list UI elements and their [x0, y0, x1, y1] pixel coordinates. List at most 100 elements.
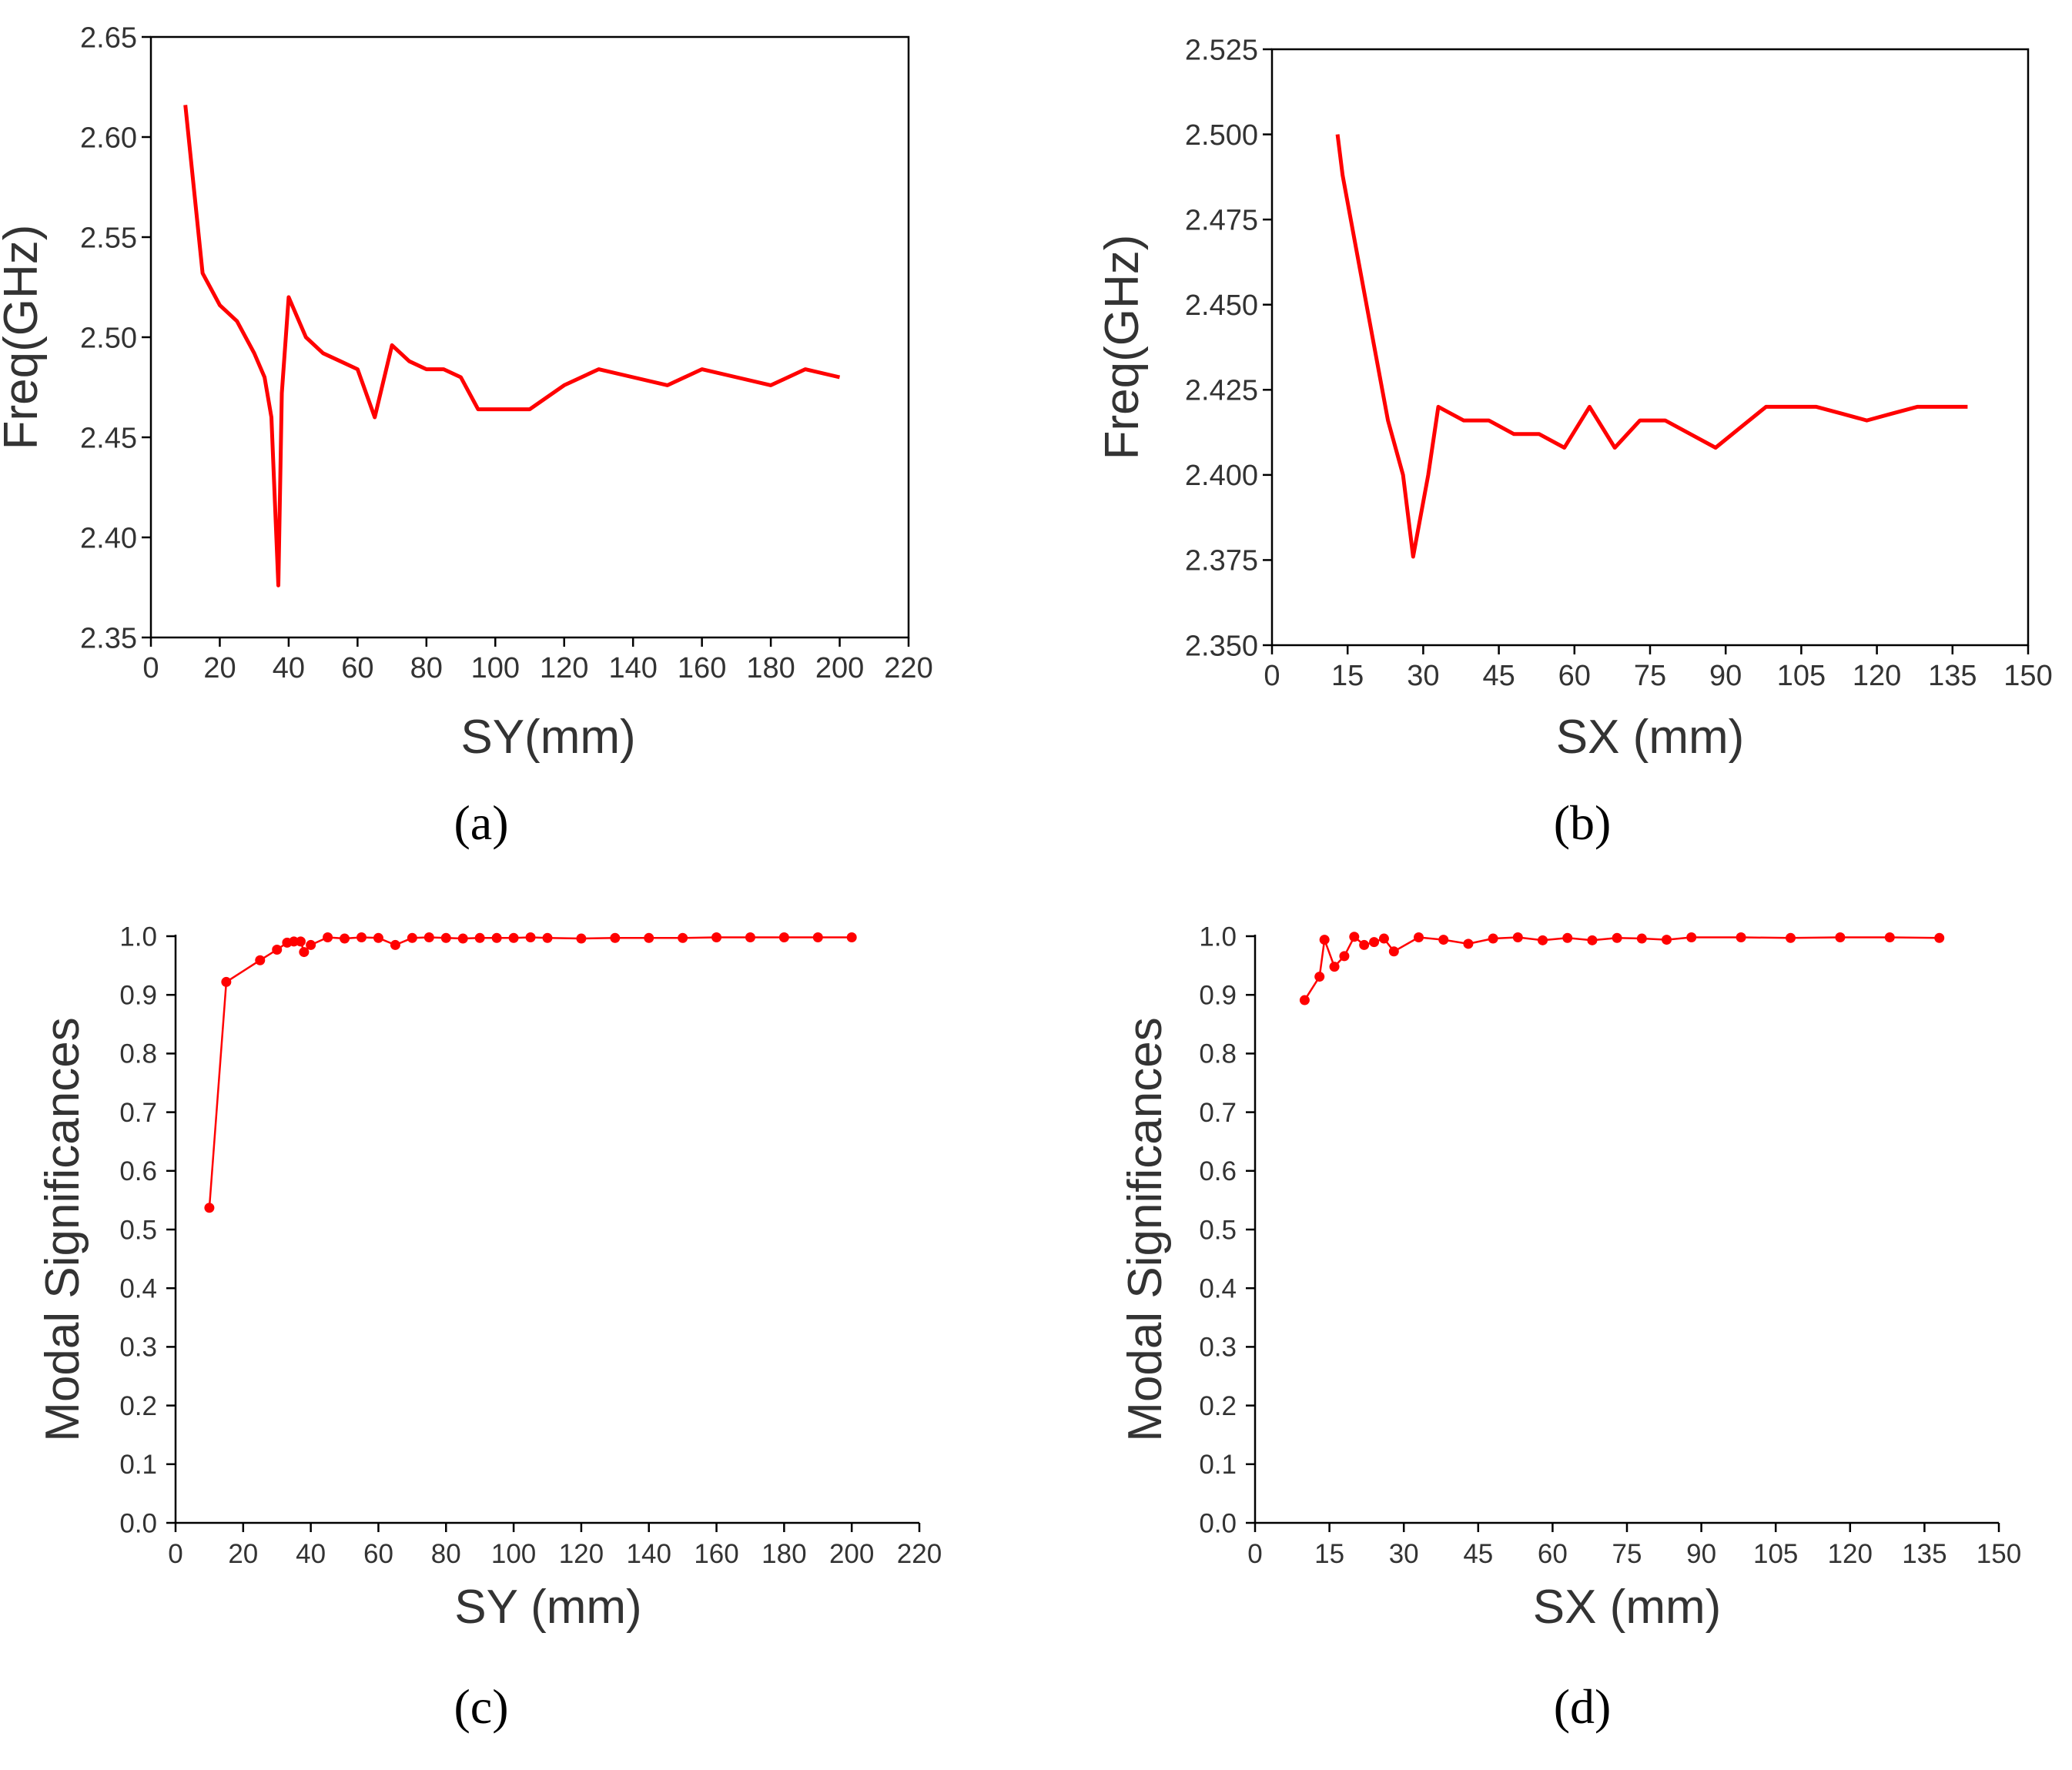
- y-tick-label: 2.425: [1185, 375, 1258, 407]
- y-tick-label: 0.1: [1199, 1450, 1237, 1480]
- y-tick-label: 0.4: [1199, 1273, 1237, 1303]
- data-point: [204, 1203, 215, 1213]
- panel-d: 0 15 30 45 60 75 90 105 120 135 150 0.0 0.1 0.2 0.3 0.4…: [1119, 922, 2021, 1734]
- y-axis-label: Freq(GHz): [1096, 235, 1149, 460]
- data-point: [491, 932, 502, 943]
- data-point: [576, 933, 587, 944]
- data-point: [644, 932, 654, 943]
- data-point: [711, 932, 722, 943]
- x-tick-label: 150: [1977, 1539, 2021, 1569]
- data-point: [1339, 951, 1350, 962]
- data-point: [1349, 932, 1360, 942]
- panel-c: 0 20 40 60 80 100 120 140 160 180 200 220 0.0 0.1 0.2 0…: [36, 922, 942, 1734]
- x-tick-label: 220: [884, 652, 932, 684]
- x-tick-label: 40: [296, 1539, 326, 1569]
- data-point: [1934, 932, 1945, 943]
- y-tick-label: 0.7: [119, 1098, 157, 1128]
- data-point: [1329, 962, 1340, 972]
- data-point: [1636, 933, 1647, 944]
- x-tick-label: 90: [1709, 660, 1742, 692]
- panel-a: 0 20 40 60 80 100 120 140 160 180 200 220 2.35 2.40 2.…: [0, 22, 933, 850]
- x-tick-label: 220: [897, 1539, 942, 1569]
- y-tick-label: 0.2: [1199, 1391, 1237, 1421]
- y-tick-label: 2.45: [80, 422, 137, 454]
- x-tick-label: 120: [1853, 660, 1901, 692]
- data-point: [390, 939, 400, 950]
- y-tick-label: 2.450: [1185, 289, 1258, 322]
- x-tick-label: 75: [1634, 660, 1666, 692]
- data-point: [745, 932, 755, 943]
- data-point: [1686, 932, 1697, 943]
- x-tick-label: 135: [1902, 1539, 1946, 1569]
- x-tick-label: 105: [1753, 1539, 1798, 1569]
- data-point: [846, 932, 857, 943]
- x-axis-label: SX (mm): [1533, 1581, 1722, 1634]
- x-tick-label: 105: [1777, 660, 1826, 692]
- x-tick-label: 200: [829, 1539, 874, 1569]
- x-tick-label: 160: [678, 652, 726, 684]
- x-tick-label: 0: [1264, 660, 1280, 692]
- x-tick-label: 0: [1247, 1539, 1262, 1569]
- data-point: [1378, 933, 1389, 944]
- y-tick-label: 1.0: [1199, 922, 1237, 952]
- x-tick-label: 120: [1828, 1539, 1873, 1569]
- data-point: [1662, 935, 1672, 945]
- data-point: [812, 932, 823, 943]
- x-tick-label: 90: [1686, 1539, 1716, 1569]
- panel-caption: (d): [1554, 1679, 1612, 1734]
- panel-caption: (b): [1554, 795, 1612, 850]
- data-point: [778, 932, 789, 943]
- x-tick-label: 30: [1407, 660, 1439, 692]
- data-point: [457, 933, 468, 944]
- y-tick-label: 2.400: [1185, 460, 1258, 492]
- data-point: [1438, 935, 1449, 945]
- y-tick-label: 0.8: [1199, 1039, 1237, 1069]
- y-tick-label: 0.8: [119, 1039, 157, 1069]
- y-axis-label: Modal Significances: [1119, 1017, 1172, 1441]
- plot-frame: [149, 35, 910, 639]
- x-tick-label: 150: [2003, 660, 2052, 692]
- data-point: [440, 932, 451, 943]
- panel-b: 0 15 30 45 60 75 90 105 120 135 150 2.350 2.375 2.400…: [1096, 34, 2053, 850]
- data-point: [1562, 932, 1573, 943]
- x-tick-label: 135: [1928, 660, 1977, 692]
- data-point: [1359, 939, 1370, 950]
- data-point: [1414, 932, 1424, 943]
- y-tick-label: 2.55: [80, 222, 137, 254]
- y-tick-label: 0.0: [1199, 1508, 1237, 1538]
- x-tick-label: 60: [1558, 660, 1591, 692]
- x-axis-label: SY (mm): [454, 1581, 641, 1634]
- panel-caption: (a): [454, 795, 508, 850]
- x-tick-label: 100: [491, 1539, 536, 1569]
- x-tick-label: 180: [746, 652, 795, 684]
- data-point: [1314, 972, 1325, 982]
- x-tick-label: 60: [341, 652, 373, 684]
- y-tick-label: 0.5: [1199, 1215, 1237, 1245]
- x-axis-label: SY(mm): [460, 711, 635, 764]
- data-point: [1488, 933, 1498, 944]
- data-point: [1612, 932, 1622, 943]
- data-point: [1319, 935, 1330, 945]
- y-tick-label: 0.7: [1199, 1098, 1237, 1128]
- x-tick-label: 80: [431, 1539, 461, 1569]
- y-tick-label: 2.375: [1185, 545, 1258, 577]
- x-tick-label: 45: [1482, 660, 1515, 692]
- x-tick-label: 200: [815, 652, 864, 684]
- y-tick-label: 2.40: [80, 522, 137, 554]
- data-point: [1736, 932, 1746, 943]
- panel-caption: (c): [454, 1679, 508, 1734]
- data-point: [306, 939, 316, 950]
- y-tick-label: 2.475: [1185, 204, 1258, 236]
- x-tick-label: 160: [694, 1539, 738, 1569]
- x-tick-label: 0: [168, 1539, 182, 1569]
- x-tick-label: 80: [410, 652, 443, 684]
- data-point: [221, 976, 232, 987]
- x-tick-label: 40: [273, 652, 305, 684]
- data-point: [1786, 932, 1796, 943]
- x-tick-label: 45: [1463, 1539, 1493, 1569]
- x-tick-label: 15: [1331, 660, 1364, 692]
- data-point: [373, 932, 383, 943]
- y-axis-label: Modal Significances: [36, 1017, 89, 1441]
- y-tick-label: 0.1: [119, 1450, 157, 1480]
